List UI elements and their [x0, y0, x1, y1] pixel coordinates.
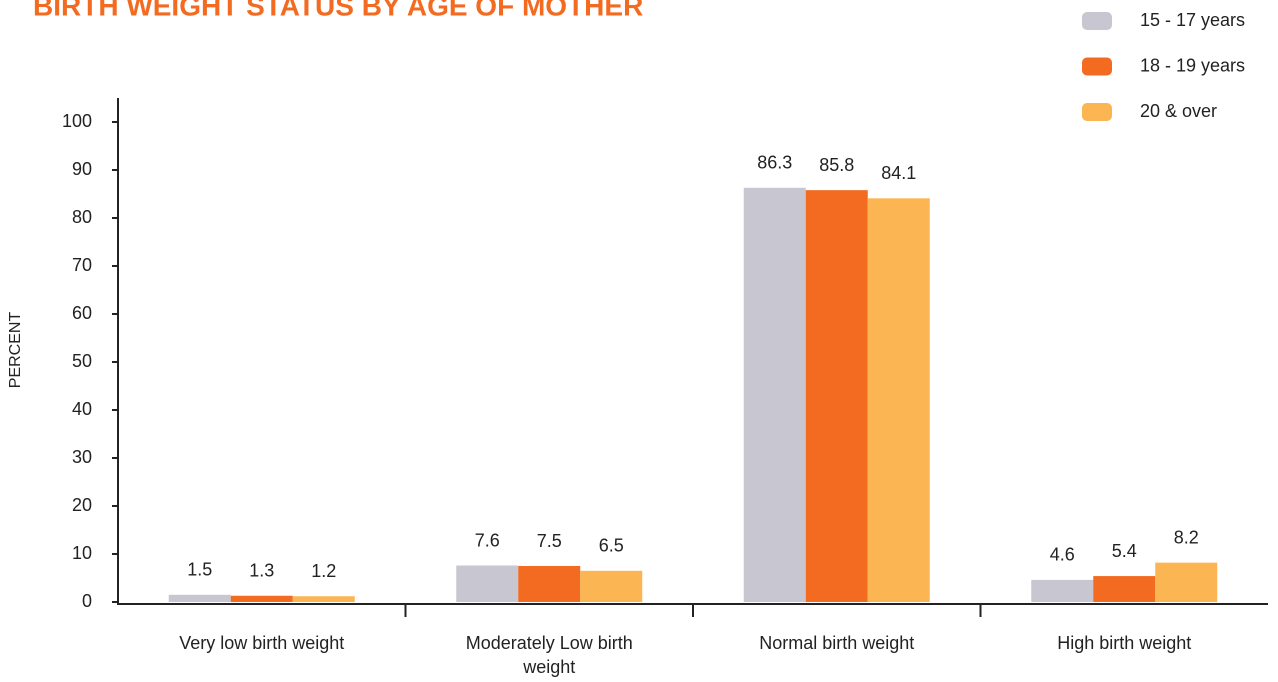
legend-swatch — [1082, 12, 1112, 30]
bar — [292, 596, 355, 602]
bar — [1155, 562, 1218, 602]
value-label: 5.4 — [1112, 541, 1137, 561]
bar — [456, 565, 519, 602]
value-label: 8.2 — [1174, 527, 1199, 547]
bar — [518, 566, 581, 602]
legend-label: 18 - 19 years — [1140, 55, 1245, 75]
bar — [580, 570, 643, 602]
value-label: 1.2 — [311, 561, 336, 581]
y-axis-label: PERCENT — [7, 312, 24, 389]
y-tick-label: 70 — [72, 255, 92, 275]
value-label: 6.5 — [599, 536, 624, 556]
value-label: 7.5 — [537, 531, 562, 551]
legend-swatch — [1082, 103, 1112, 121]
value-label: 86.3 — [757, 153, 792, 173]
legend-label: 20 & over — [1140, 101, 1217, 121]
value-label: 1.3 — [249, 561, 274, 581]
x-tick-label: Moderately Low birth weight — [465, 633, 633, 677]
y-tick-label: 10 — [72, 543, 92, 563]
legend-label: 15 - 17 years — [1140, 10, 1245, 30]
x-tick-label: Normal birth weight — [759, 633, 915, 653]
bar — [1031, 579, 1094, 602]
bar — [805, 190, 868, 602]
bar — [230, 595, 293, 602]
value-label: 84.1 — [881, 163, 916, 183]
bar — [1093, 576, 1156, 602]
y-tick-label: 20 — [72, 495, 92, 515]
y-tick-label: 40 — [72, 399, 92, 419]
legend-swatch — [1082, 57, 1112, 76]
x-tick-label: High birth weight — [1057, 633, 1192, 653]
y-tick-label: 50 — [72, 351, 92, 371]
y-tick-label: 80 — [72, 207, 92, 227]
bar — [743, 187, 806, 602]
y-tick-label: 30 — [72, 447, 92, 467]
bar — [168, 594, 231, 602]
y-tick-label: 90 — [72, 159, 92, 179]
value-label: 85.8 — [819, 155, 854, 175]
y-tick-label: 60 — [72, 303, 92, 323]
bar — [867, 198, 930, 602]
value-label: 7.6 — [475, 530, 500, 550]
x-tick-label: Very low birth weight — [179, 633, 345, 653]
value-label: 1.5 — [187, 560, 212, 580]
y-tick-label: 0 — [82, 591, 92, 611]
chart-title: BIRTH WEIGHT STATUS BY AGE OF MOTHER — [33, 0, 643, 21]
y-tick-label: 100 — [62, 111, 92, 131]
value-label: 4.6 — [1050, 545, 1075, 565]
